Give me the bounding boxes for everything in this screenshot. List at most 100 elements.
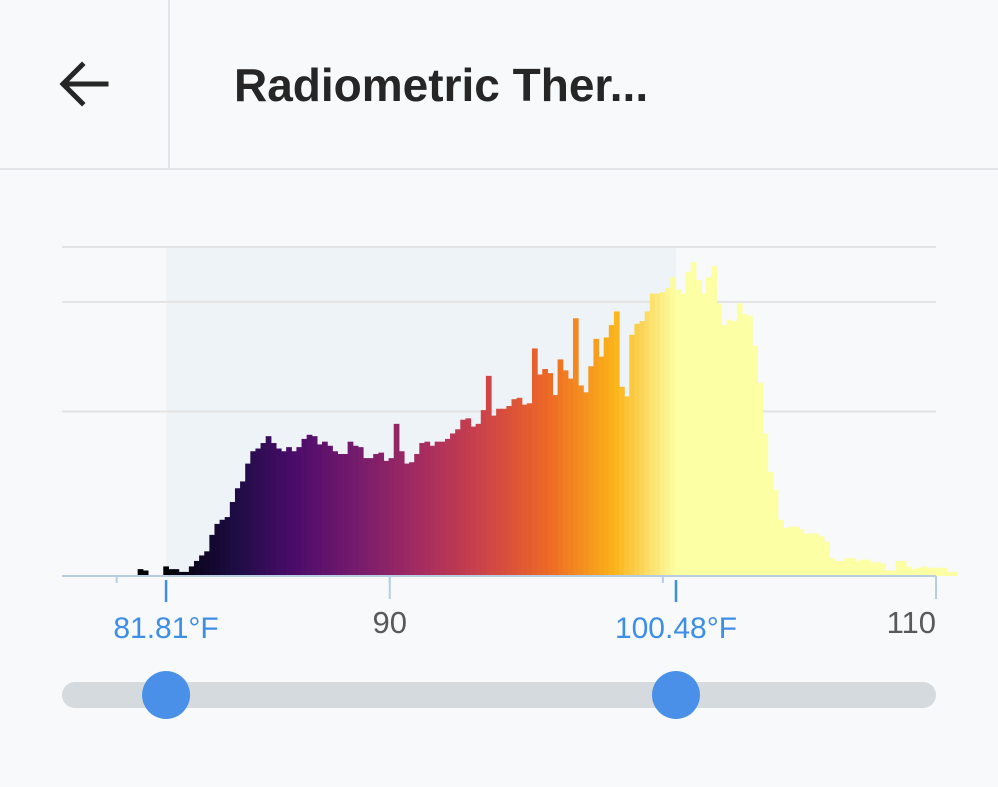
range-low-label: 81.81°F (113, 612, 218, 645)
histogram-bar (224, 517, 231, 576)
histogram-bar (649, 293, 656, 576)
histogram-bar (782, 528, 789, 576)
histogram-bar (240, 481, 246, 576)
histogram-bar (716, 303, 723, 576)
histogram-bar (813, 533, 820, 576)
histogram-bar (352, 445, 359, 576)
histogram-bar (639, 321, 646, 576)
histogram-bar (163, 566, 169, 576)
histogram-bar (322, 441, 328, 576)
histogram-bar (383, 460, 390, 576)
histogram-bar (501, 408, 507, 576)
histogram-bar (496, 408, 502, 576)
histogram-bar (572, 318, 579, 576)
histogram-bar (695, 279, 702, 576)
range-slider-high-thumb[interactable] (651, 671, 700, 719)
app-bar: Radiometric Ther... (0, 0, 998, 170)
histogram-bar (598, 356, 605, 576)
histogram-bar (926, 567, 933, 576)
histogram-bar (644, 311, 651, 576)
histogram-bar (521, 404, 528, 576)
histogram-bar (347, 441, 354, 576)
histogram-bar (936, 567, 943, 576)
histogram-bar (808, 533, 815, 576)
range-slider-low-thumb[interactable] (142, 671, 191, 719)
histogram-bar (491, 415, 497, 576)
x-axis-tick-label: 90 (373, 605, 407, 640)
histogram-bar (234, 488, 241, 576)
histogram-bar (511, 399, 518, 576)
range-slider-track[interactable] (62, 682, 936, 708)
histogram-bar (327, 445, 333, 576)
histogram-bar (859, 559, 866, 576)
histogram-bar (608, 325, 615, 576)
histogram-bar (409, 462, 415, 576)
back-button[interactable] (0, 0, 170, 168)
histogram-bar (342, 453, 349, 576)
histogram-bar (752, 345, 758, 576)
x-axis-tick-label: 110 (887, 605, 936, 640)
histogram-bar (900, 560, 907, 576)
histogram-bar (803, 533, 810, 576)
histogram-bar (721, 325, 728, 576)
histogram-bar (188, 566, 195, 576)
histogram-bar (183, 571, 190, 576)
histogram-bar (403, 463, 410, 576)
histogram-bar (378, 452, 385, 576)
histogram-bar (142, 570, 149, 576)
histogram-bar (665, 288, 671, 576)
arrow-left-icon (59, 61, 109, 107)
histogram-bar (465, 418, 472, 576)
histogram-bar (588, 366, 595, 576)
histogram-bar (736, 303, 743, 576)
range-high-label: 100.48°F (615, 612, 737, 645)
histogram-bar (260, 443, 267, 576)
histogram-bar (685, 271, 692, 576)
histogram-bar (398, 451, 405, 576)
histogram-bar (869, 562, 876, 576)
histogram-bar (634, 323, 641, 576)
histogram-bar (757, 382, 764, 576)
histogram-bar (823, 541, 830, 576)
histogram-bar (291, 451, 298, 576)
histogram-bar (624, 396, 630, 576)
histogram-bar (552, 395, 559, 576)
histogram-bar (547, 373, 554, 576)
histogram-bar (829, 558, 835, 576)
histogram-bar (296, 447, 303, 576)
histogram-bar (255, 448, 262, 576)
histogram-bar (603, 337, 610, 576)
histogram-bar (475, 423, 482, 576)
histogram-bar (741, 314, 748, 576)
histogram-bar (168, 569, 175, 576)
histogram-bar (680, 293, 687, 576)
histogram-bar (613, 311, 620, 576)
histogram-bar (424, 441, 431, 576)
histogram-bar (916, 567, 922, 576)
histogram-bar (470, 426, 477, 576)
histogram-bar (199, 555, 205, 576)
histogram-bar (731, 321, 738, 576)
histogram-bar (301, 438, 308, 576)
histogram-bar (619, 386, 625, 576)
histogram-bar (567, 378, 574, 576)
histogram-bar (864, 559, 871, 576)
histogram-bar (854, 560, 861, 576)
histogram-bar (798, 529, 804, 576)
histogram-bar (890, 570, 897, 576)
histogram-bar (921, 566, 927, 576)
histogram-bar (414, 453, 420, 576)
histogram-bar (337, 453, 344, 576)
histogram-bar (229, 501, 236, 576)
histogram-bar (690, 262, 697, 576)
histogram-bar (660, 292, 666, 576)
histogram-bar (368, 458, 374, 576)
histogram-bar (516, 397, 523, 576)
page-title: Radiometric Ther... (234, 59, 649, 111)
histogram-bar (306, 434, 313, 576)
histogram-bar (706, 277, 712, 576)
histogram-bar (357, 447, 364, 576)
histogram-bar (839, 560, 845, 576)
histogram-bar (844, 558, 851, 576)
histogram-bar (439, 441, 446, 576)
